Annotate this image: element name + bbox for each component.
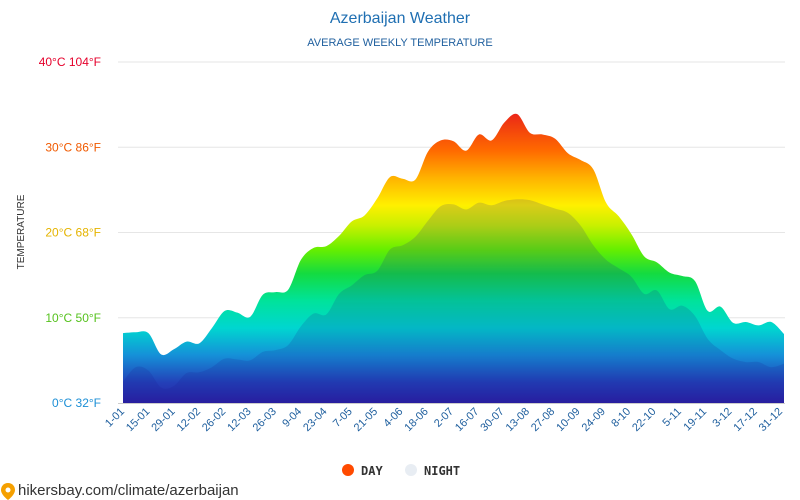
y-tick-label: 30°C 86°F <box>45 140 101 154</box>
x-tick-label: 17-12 <box>731 406 759 434</box>
x-tick-label: 10-09 <box>554 406 582 434</box>
y-axis-label: TEMPERATURE <box>16 194 27 269</box>
x-tick-label: 31-12 <box>757 406 785 434</box>
night-area <box>123 199 784 403</box>
x-tick-label: 27-08 <box>529 406 557 434</box>
x-tick-label: 22-10 <box>630 406 658 434</box>
x-tick-label: 12-03 <box>225 406 253 434</box>
y-tick-label: 0°C 32°F <box>52 396 101 410</box>
x-tick-label: 26-02 <box>200 406 228 434</box>
x-tick-label: 30-07 <box>478 406 506 434</box>
y-tick-label: 40°C 104°F <box>39 55 101 69</box>
x-tick-label: 23-04 <box>301 406 329 434</box>
watermark-url[interactable]: hikersbay.com/climate/azerbaijan <box>18 482 239 499</box>
x-tick-label: 13-08 <box>504 406 532 434</box>
x-tick-label: 5-11 <box>660 406 683 429</box>
x-tick-label: 12-02 <box>175 406 203 434</box>
y-tick-label: 10°C 50°F <box>45 311 101 325</box>
chart-subtitle: AVERAGE WEEKLY TEMPERATURE <box>307 37 492 49</box>
day-area <box>123 113 784 404</box>
x-tick-label: 15-01 <box>124 406 152 434</box>
x-tick-label: 24-09 <box>580 406 608 434</box>
legend-night-label[interactable]: NIGHT <box>424 464 460 478</box>
chart-title: Azerbaijan Weather <box>330 10 471 27</box>
x-tick-label: 19-11 <box>681 406 709 434</box>
x-tick-label: 29-01 <box>149 406 177 434</box>
x-tick-label: 21-05 <box>352 406 380 434</box>
x-tick-label: 16-07 <box>453 406 481 434</box>
watermark[interactable]: hikersbay.com/climate/azerbaijan <box>1 482 239 500</box>
x-tick-label: 26-03 <box>251 406 279 434</box>
x-tick-label: 18-06 <box>402 406 430 434</box>
location-pin-icon <box>1 483 15 500</box>
y-tick-label: 20°C 68°F <box>45 226 101 240</box>
legend-night-marker[interactable] <box>405 464 417 476</box>
legend-day-marker[interactable] <box>342 464 354 476</box>
legend-day-label[interactable]: DAY <box>361 464 383 478</box>
y-tick-labels: 0°C 32°F 10°C 50°F 20°C 68°F 30°C 86°F 40°C … <box>39 55 101 410</box>
legend: DAY NIGHT <box>342 464 460 478</box>
